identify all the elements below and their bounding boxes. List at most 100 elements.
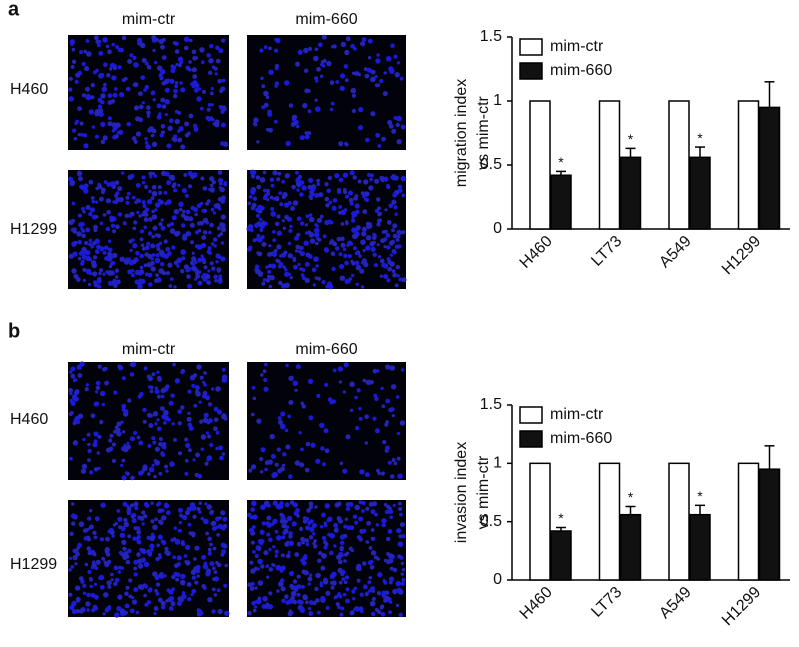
cell-nucleus <box>386 184 390 188</box>
cell-nucleus <box>329 107 334 112</box>
cell-nucleus <box>372 252 377 257</box>
cell-nucleus <box>314 47 319 52</box>
cell-nucleus <box>98 196 104 202</box>
cell-nucleus <box>314 241 319 246</box>
cell-nucleus <box>173 285 177 289</box>
cell-nucleus <box>399 555 404 560</box>
cell-nucleus <box>85 39 90 43</box>
cell-nucleus <box>266 503 271 508</box>
cell-nucleus <box>285 140 291 147</box>
cell-nucleus <box>124 603 130 609</box>
cell-nucleus <box>309 238 316 244</box>
cell-nucleus <box>218 274 223 279</box>
cell-nucleus <box>401 534 406 539</box>
cell-nucleus <box>211 180 216 185</box>
cell-nucleus <box>286 553 291 559</box>
cell-nucleus <box>320 62 325 67</box>
cell-nucleus <box>367 172 372 177</box>
cell-nucleus <box>156 426 162 432</box>
cell-nucleus <box>351 215 355 219</box>
cell-nucleus <box>127 257 131 261</box>
cell-nucleus <box>177 111 182 115</box>
cell-nucleus <box>259 217 263 222</box>
cell-nucleus <box>365 506 370 511</box>
cell-nucleus <box>87 527 91 531</box>
cell-nucleus <box>246 226 252 232</box>
cell-nucleus <box>171 587 175 591</box>
cell-nucleus <box>184 193 189 198</box>
cell-nucleus <box>265 564 270 568</box>
cell-nucleus <box>86 608 90 612</box>
cell-nucleus <box>77 542 82 548</box>
cell-nucleus <box>377 206 381 211</box>
cell-nucleus <box>107 585 112 589</box>
cell-nucleus <box>375 523 380 527</box>
cell-nucleus <box>390 43 395 48</box>
cell-nucleus <box>87 448 92 454</box>
cell-nucleus <box>96 284 102 289</box>
cell-nucleus <box>191 575 197 580</box>
cell-nucleus <box>80 250 86 256</box>
cell-nucleus <box>389 68 395 74</box>
cell-nucleus <box>282 265 286 269</box>
cell-nucleus <box>93 439 98 444</box>
cell-nucleus <box>120 171 125 175</box>
cell-nucleus <box>336 236 342 242</box>
cell-nucleus <box>220 510 226 516</box>
cell-nucleus <box>294 552 300 557</box>
cell-nucleus <box>362 209 368 215</box>
cell-nucleus <box>296 574 301 579</box>
cell-nucleus <box>355 282 359 286</box>
column-label: mim-660 <box>295 11 357 28</box>
cell-nucleus <box>124 471 129 475</box>
cell-nucleus <box>70 373 76 379</box>
cell-nucleus <box>275 37 281 44</box>
cell-nucleus <box>102 88 106 93</box>
cell-nucleus <box>71 601 77 607</box>
cell-nucleus <box>205 531 210 536</box>
cell-nucleus <box>111 534 115 538</box>
cell-nucleus <box>299 221 305 226</box>
cell-nucleus <box>272 545 276 549</box>
cell-nucleus <box>69 180 75 187</box>
cell-nucleus <box>324 248 330 253</box>
cell-nucleus <box>325 284 330 289</box>
cell-nucleus <box>305 441 311 447</box>
cell-nucleus <box>192 74 198 79</box>
cell-nucleus <box>281 535 286 540</box>
cell-nucleus <box>360 191 365 196</box>
cell-nucleus <box>88 524 94 530</box>
cell-nucleus <box>179 81 183 85</box>
cell-nucleus <box>264 460 270 466</box>
cell-nucleus <box>249 169 256 175</box>
significance-mark: * <box>558 510 564 526</box>
cell-nucleus <box>158 278 162 282</box>
cell-nucleus <box>107 49 112 55</box>
cell-nucleus <box>160 97 166 103</box>
cell-nucleus <box>387 119 393 126</box>
cell-nucleus <box>296 188 300 192</box>
cell-nucleus <box>155 556 160 562</box>
cell-nucleus <box>176 600 183 607</box>
cell-nucleus <box>199 47 205 53</box>
cell-nucleus <box>339 534 346 540</box>
cell-nucleus <box>70 366 76 372</box>
cell-nucleus <box>272 471 278 477</box>
cell-nucleus <box>178 520 183 525</box>
cell-nucleus <box>107 560 111 564</box>
cell-nucleus <box>157 508 163 514</box>
cell-nucleus <box>139 237 144 242</box>
cell-nucleus <box>385 398 391 404</box>
cell-nucleus <box>170 393 175 398</box>
cell-nucleus <box>169 78 175 84</box>
cell-nucleus <box>180 87 186 93</box>
cell-nucleus <box>191 533 196 538</box>
cell-nucleus <box>101 367 107 372</box>
cell-nucleus <box>114 268 119 273</box>
cell-nucleus <box>376 243 380 247</box>
cell-nucleus <box>77 413 84 419</box>
cell-nucleus <box>377 471 381 476</box>
cell-nucleus <box>280 423 286 430</box>
cell-nucleus <box>327 397 333 402</box>
cell-nucleus <box>210 207 215 212</box>
